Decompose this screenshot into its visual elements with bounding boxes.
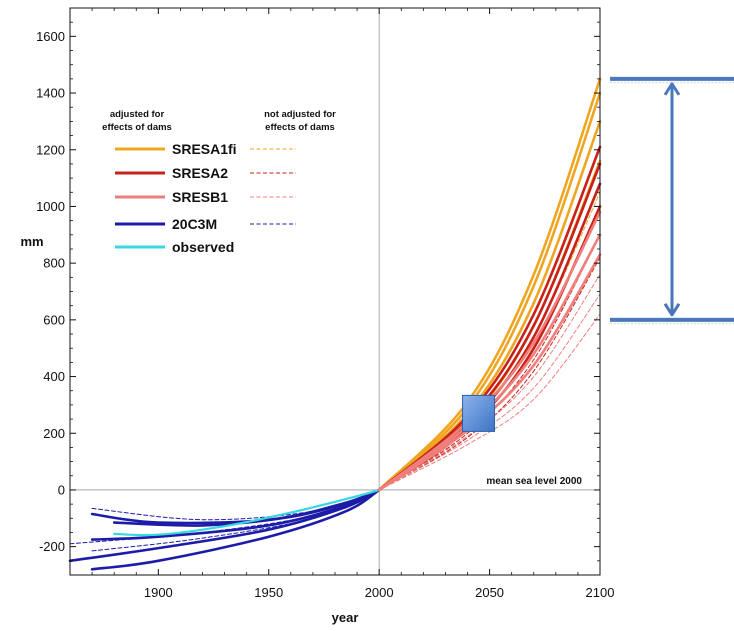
legend-label-sresa1fi: SRESA1fi bbox=[172, 141, 237, 157]
series-line-20c3m-unadjusted bbox=[91, 489, 380, 552]
axis-ticks: -200 0 200 400 600 800 1000 1200 1400 1600 1900 195… bbox=[36, 7, 615, 600]
series-line-sresb1-unadjusted bbox=[378, 313, 601, 491]
range-overlay bbox=[462, 76, 734, 432]
series-line-20c3m-unadjusted bbox=[91, 489, 380, 521]
mean-sea-level-annotation: mean sea level 2000 bbox=[486, 476, 582, 487]
range-arrow-head-down bbox=[663, 303, 681, 317]
y-tick-label: 200 bbox=[43, 426, 65, 441]
series-line-sresb1-unadjusted bbox=[378, 293, 601, 491]
range-upper-bar bbox=[610, 76, 734, 81]
y-axis-label: mm bbox=[20, 234, 43, 249]
series-line-sresb1-adjusted bbox=[377, 253, 602, 492]
series-line-sresb1-adjusted bbox=[377, 233, 602, 492]
legend-label-sresa2: SRESA2 bbox=[172, 165, 228, 181]
legend: adjusted for effects of dams not adjusted … bbox=[102, 109, 336, 255]
x-tick-label: 1950 bbox=[254, 585, 283, 600]
reference-lines bbox=[70, 8, 600, 575]
legend-label-20c3m: 20C3M bbox=[172, 216, 217, 232]
y-tick-label: -200 bbox=[39, 539, 65, 554]
x-tick-label: 2050 bbox=[475, 585, 504, 600]
y-tick-label: 400 bbox=[43, 369, 65, 384]
series-line-sresa1fi-adjusted bbox=[377, 91, 602, 492]
legend-header-adjusted: adjusted for effects of dams bbox=[102, 109, 172, 133]
series-line-sresb1-adjusted bbox=[377, 210, 602, 492]
y-tick-label: 1600 bbox=[36, 29, 65, 44]
y-tick-label: 1200 bbox=[36, 142, 65, 157]
y-tick-label: 600 bbox=[43, 312, 65, 327]
x-tick-label: 1900 bbox=[144, 585, 173, 600]
x-tick-label: 2000 bbox=[365, 585, 394, 600]
series-line-sresb1-unadjusted bbox=[378, 274, 601, 491]
series-line-sresa2-adjusted bbox=[377, 145, 602, 492]
legend-label-sresb1: SRESB1 bbox=[172, 189, 228, 205]
series-line-sresa1fi-adjusted bbox=[377, 120, 602, 492]
range-lower-bar bbox=[610, 317, 734, 322]
series-lines bbox=[68, 77, 602, 571]
series-line-sresa1fi-adjusted bbox=[377, 77, 602, 492]
y-tick-label: 1400 bbox=[36, 86, 65, 101]
series-line-20c3m-unadjusted bbox=[69, 489, 380, 545]
y-tick-label: 0 bbox=[58, 482, 65, 497]
series-line-sresa1fi-adjusted bbox=[377, 159, 602, 492]
y-tick-label: 800 bbox=[43, 256, 65, 271]
series-line-sresa2-unadjusted bbox=[378, 234, 601, 491]
legend-header-not-adjusted: not adjusted for effects of dams bbox=[264, 109, 336, 133]
x-tick-label: 2100 bbox=[586, 585, 615, 600]
legend-label-observed: observed bbox=[172, 239, 234, 255]
highlight-square bbox=[462, 394, 496, 432]
series-line-20c3m-adjusted bbox=[90, 488, 381, 571]
x-axis-label: year bbox=[332, 610, 359, 625]
range-arrow-head-up bbox=[663, 82, 681, 96]
series-line-sresa2-adjusted bbox=[377, 182, 602, 492]
y-tick-label: 1000 bbox=[36, 199, 65, 214]
series-line-observed-adjusted bbox=[113, 488, 381, 537]
